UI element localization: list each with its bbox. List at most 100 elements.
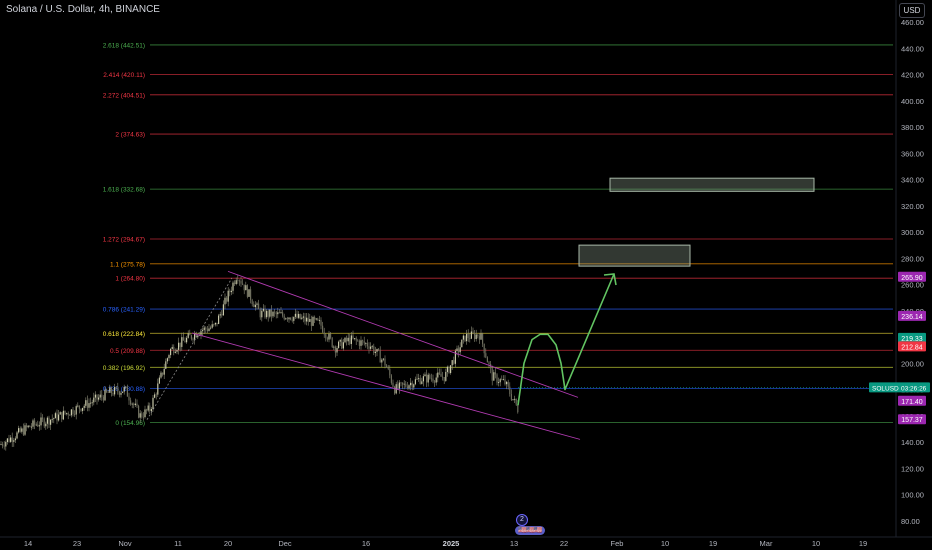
- candle-body: [16, 432, 18, 439]
- candle-body: [274, 311, 276, 313]
- candle-body: [384, 358, 386, 366]
- candle-body: [168, 355, 170, 359]
- candle-body: [371, 346, 373, 348]
- candle-body: [232, 282, 234, 291]
- candle-body: [186, 337, 188, 343]
- candle-body: [61, 412, 63, 420]
- candle-body: [67, 412, 69, 415]
- symbol-title: Solana / U.S. Dollar, 4h, BINANCE: [6, 4, 160, 15]
- event-marker[interactable]: 2: [516, 514, 528, 526]
- candle-body: [237, 280, 239, 282]
- candle-body: [408, 385, 410, 389]
- candle-body: [326, 338, 328, 340]
- price-tick-label: 200.00: [901, 359, 924, 368]
- candle-body: [50, 419, 52, 425]
- candle-body: [438, 372, 440, 374]
- candle-body: [94, 394, 96, 398]
- candle-body: [106, 389, 108, 393]
- candle-body: [402, 382, 404, 385]
- candle-body: [72, 409, 74, 415]
- price-badge: [898, 341, 926, 352]
- candle-body: [10, 437, 12, 442]
- candle-body: [40, 417, 42, 426]
- price-tick-label: 320.00: [901, 202, 924, 211]
- candle-body: [362, 340, 364, 342]
- candle-body: [150, 409, 152, 412]
- candle-body: [301, 317, 303, 319]
- candle-body: [142, 416, 144, 418]
- candle-body: [70, 409, 72, 416]
- candle-body: [280, 312, 282, 314]
- candle-body: [147, 405, 149, 411]
- candle-body: [315, 318, 317, 320]
- candle-body: [419, 378, 421, 384]
- candle-body: [195, 333, 197, 338]
- candle-body: [462, 335, 464, 340]
- candle-body: [427, 374, 429, 383]
- candle-body: [166, 358, 168, 362]
- candle-body: [306, 317, 308, 322]
- candle-body: [43, 419, 45, 427]
- time-tick-label: 14: [24, 539, 32, 548]
- candle-body: [309, 319, 311, 322]
- price-tick-label: 280.00: [901, 254, 924, 263]
- candle-body: [224, 297, 226, 305]
- price-tick-label: 300.00: [901, 228, 924, 237]
- price-badge-label: 212.84: [901, 344, 923, 351]
- candle-body: [422, 376, 424, 382]
- economic-events-flags[interactable]: 🇺🇸🇺🇸🇺🇸: [515, 526, 545, 535]
- candle-body: [434, 381, 436, 383]
- candle-body: [246, 285, 248, 297]
- price-tick-label: 80.00: [901, 517, 920, 526]
- time-tick-label: 16: [362, 539, 370, 548]
- candle-body: [298, 313, 300, 318]
- candle-body: [432, 378, 434, 382]
- candle-body: [117, 387, 119, 392]
- candle-body: [333, 346, 335, 348]
- fib-level-label: 0.382 (196.92): [103, 365, 145, 372]
- price-badge-label: 171.40: [901, 399, 923, 406]
- fib-level-label: 0.5 (209.88): [110, 348, 145, 355]
- candle-body: [485, 353, 487, 358]
- price-badge: [898, 310, 926, 321]
- candle-body: [58, 414, 60, 421]
- candle-body: [8, 438, 10, 442]
- currency-button[interactable]: USD: [899, 3, 925, 18]
- candle-body: [357, 340, 359, 342]
- fib-level-label: 2.618 (442.51): [103, 42, 145, 49]
- price-badge-label: 236.14: [901, 314, 923, 321]
- candle-body: [429, 374, 431, 379]
- candle-body: [389, 368, 391, 376]
- candle-body: [200, 331, 202, 335]
- candle-body: [342, 342, 344, 349]
- price-tick-label: 440.00: [901, 44, 924, 53]
- candle-body: [269, 309, 271, 317]
- candle-body: [202, 330, 204, 332]
- candle-body: [512, 399, 514, 401]
- candle-body: [491, 368, 493, 381]
- candle-body: [222, 304, 224, 316]
- price-tick-label: 460.00: [901, 18, 924, 27]
- candle-body: [134, 403, 136, 405]
- candle-body: [506, 381, 508, 385]
- candle-body: [453, 360, 455, 364]
- candle-body: [474, 333, 476, 340]
- price-tick-label: 140.00: [901, 438, 924, 447]
- candle-body: [90, 402, 92, 404]
- candle-body: [365, 343, 367, 344]
- price-tick-label: 100.00: [901, 491, 924, 500]
- candle-body: [411, 382, 413, 388]
- candle-body: [245, 285, 247, 291]
- candle-body: [442, 376, 444, 378]
- candle-body: [398, 382, 400, 389]
- candle-body: [363, 340, 365, 344]
- candle-body: [37, 424, 39, 427]
- candle-body: [170, 349, 172, 356]
- time-tick-label: Nov: [118, 539, 132, 548]
- candle-body: [22, 428, 24, 435]
- candle-body: [139, 413, 141, 418]
- candle-body: [197, 335, 199, 338]
- candle-body: [456, 348, 458, 351]
- candle-body: [54, 413, 56, 419]
